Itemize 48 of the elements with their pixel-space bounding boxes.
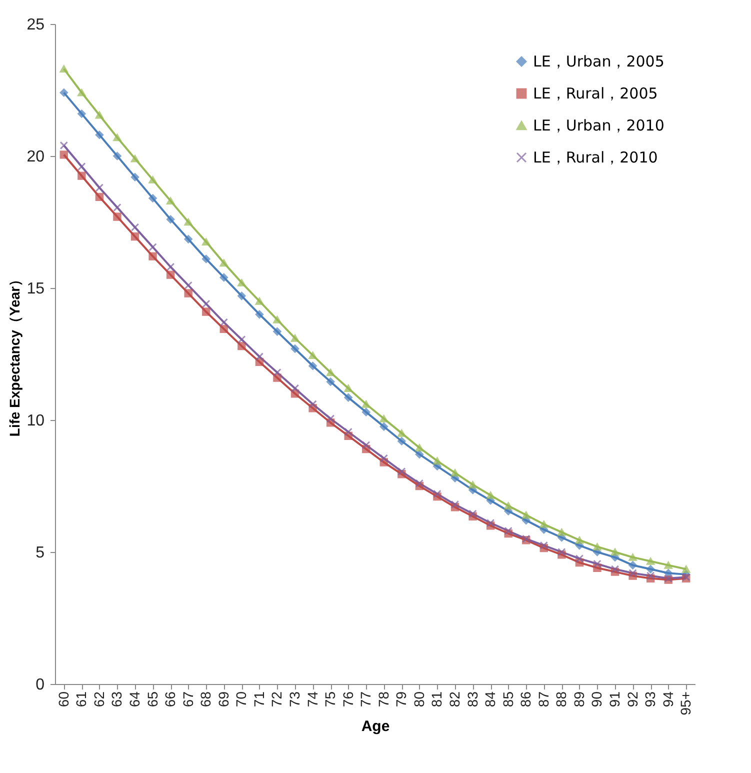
x-tick-label: 84 — [482, 691, 498, 708]
y-tick-label: 0 — [36, 676, 45, 694]
x-tick-label: 60 — [55, 691, 72, 708]
x-tick-label: 83 — [464, 691, 480, 708]
x-tick-label: 88 — [553, 691, 570, 708]
x-tick-label: 70 — [233, 691, 250, 708]
x-tick-label: 75 — [322, 691, 338, 708]
y-tick-label: 25 — [26, 16, 45, 34]
x-tick-label: 91 — [606, 691, 622, 708]
x-tick-label: 73 — [286, 691, 302, 708]
x-tick-label: 72 — [268, 691, 285, 708]
x-tick-label: 81 — [428, 691, 445, 708]
x-tick-label: 79 — [393, 691, 410, 708]
y-tick-label: 15 — [26, 280, 45, 298]
x-tick-label: 92 — [624, 691, 640, 708]
y-tick-label: 20 — [26, 148, 45, 166]
x-tick-label: 63 — [108, 691, 125, 708]
x-tick-label: 78 — [375, 691, 392, 708]
x-tick-label: 64 — [126, 691, 142, 708]
y-tick-label: 10 — [26, 412, 45, 430]
x-tick-label: 87 — [535, 691, 552, 708]
x-tick-label: 90 — [588, 691, 605, 708]
x-tick-label: 71 — [250, 691, 267, 708]
x-tick-label: 65 — [144, 691, 160, 708]
legend-label: LE，Urban，2005 — [533, 52, 664, 70]
x-tick-label: 82 — [446, 691, 462, 708]
x-tick-label: 67 — [180, 691, 196, 708]
legend-label: LE，Urban，2010 — [533, 116, 664, 134]
y-axis-title: Life Expectancy（Year） — [6, 272, 23, 437]
x-tick-label: 62 — [90, 691, 107, 708]
x-tick-label: 68 — [198, 691, 214, 708]
x-tick-label: 76 — [340, 691, 356, 708]
legend-label: LE，Rural，2010 — [533, 148, 658, 166]
x-tick-label: 89 — [570, 691, 587, 708]
x-tick-label: 61 — [73, 691, 90, 708]
x-tick-label: 74 — [304, 691, 320, 708]
x-tick-label: 80 — [410, 691, 427, 708]
legend-label: LE，Rural，2005 — [533, 84, 658, 102]
x-tick-label: 69 — [215, 691, 232, 708]
x-tick-label: 86 — [518, 691, 534, 708]
x-tick-label: 93 — [642, 691, 658, 708]
x-tick-label: 85 — [500, 691, 516, 708]
x-tick-label: 77 — [358, 691, 374, 708]
y-tick-label: 5 — [36, 544, 45, 562]
x-tick-label: 95+ — [678, 692, 694, 716]
x-tick-label: 94 — [660, 691, 676, 708]
x-axis-title: Age — [361, 718, 390, 736]
x-tick-label: 66 — [162, 691, 178, 708]
